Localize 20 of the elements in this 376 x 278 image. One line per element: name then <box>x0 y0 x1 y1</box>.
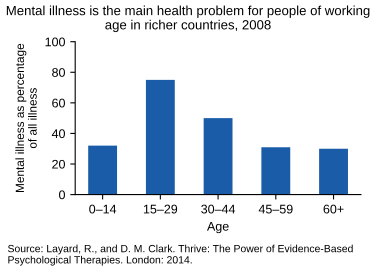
y-tick-label: 80 <box>52 68 65 77</box>
x-tick-label: 60+ <box>324 204 344 214</box>
x-tick-label: 15–29 <box>144 204 178 214</box>
source-note: Source: Layard, R., and D. M. Clark. Thrive: The Power of Evidence-Based Psychological Therapies. London: 2014. <box>8 244 353 266</box>
y-tick-label: 40 <box>52 129 65 138</box>
x-axis-title: Age <box>206 222 229 234</box>
bar <box>146 80 175 195</box>
bar <box>319 148 348 195</box>
y-tick-label: 0 <box>59 190 65 200</box>
x-tick-label: 30–44 <box>201 204 236 214</box>
y-axis-title: Mental illness as percentage of all illness <box>15 44 37 192</box>
y-tick-label: 100 <box>46 38 65 46</box>
bar <box>88 146 118 195</box>
y-tick-label: 60 <box>52 98 65 108</box>
bar <box>204 118 233 195</box>
y-tick-label: 20 <box>52 160 65 169</box>
x-tick-label: 0–14 <box>89 204 116 214</box>
x-tick-label: 45–59 <box>258 204 293 214</box>
chart-title: Mental illness is the main health problem for people of working age in richer countries, 2008 <box>6 6 370 32</box>
bar <box>261 147 290 195</box>
